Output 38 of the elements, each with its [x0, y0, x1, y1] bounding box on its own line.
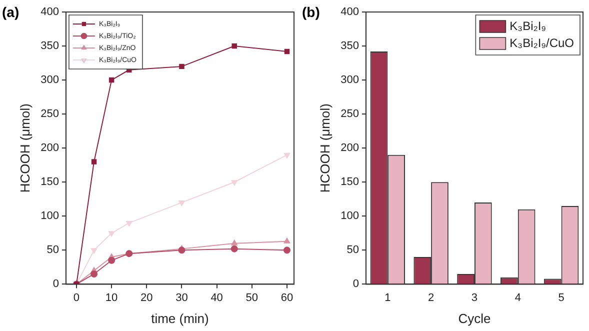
- y-tick-label: 100: [340, 210, 359, 222]
- y-tick-label: 0: [52, 278, 59, 290]
- x-tick-label: 10: [105, 292, 118, 304]
- y-axis-title: HCOOH (μmol): [317, 104, 332, 193]
- x-tick-label: 3: [471, 292, 478, 304]
- y-tick-label: 250: [340, 108, 359, 120]
- x-tick-label: 30: [176, 292, 188, 304]
- y-tick-label: 200: [340, 142, 359, 154]
- y-tick-label: 300: [340, 74, 359, 86]
- y-tick-label: 350: [40, 40, 59, 52]
- text: (a): [2, 4, 20, 20]
- y-tick-label: 150: [340, 176, 359, 188]
- x-tick-label: 50: [246, 292, 258, 304]
- y-tick-label: 350: [340, 40, 359, 52]
- x-tick-label: 4: [514, 292, 521, 304]
- x-axis-title: time (min): [151, 310, 209, 326]
- y-tick-label: 150: [40, 176, 59, 188]
- x-tick-label: 0: [73, 292, 80, 304]
- y-tick-label: 400: [340, 6, 359, 18]
- legend-label: K₃Bi₂I₉: [510, 18, 546, 33]
- y-tick-label: 250: [40, 108, 59, 120]
- y-tick-label: 100: [40, 210, 59, 222]
- y-axis-title: HCOOH (μmol): [17, 104, 32, 193]
- x-axis-title: Cycle: [458, 310, 491, 326]
- x-tick-label: 20: [140, 292, 153, 304]
- x-tick-label: 2: [428, 292, 434, 304]
- y-tick-label: 0: [352, 278, 359, 290]
- x-tick-label: 1: [384, 292, 391, 304]
- x-tick-label: 60: [280, 292, 294, 304]
- y-tick-label: 400: [40, 6, 59, 18]
- x-tick-label: 40: [210, 292, 223, 304]
- y-tick-label: 200: [40, 142, 59, 154]
- x-tick-label: 5: [558, 292, 564, 304]
- y-tick-label: 50: [46, 244, 59, 256]
- text: (b): [302, 4, 320, 20]
- y-tick-label: 300: [40, 74, 59, 86]
- legend-label: K₃Bi₂I₉/CuO: [510, 36, 574, 50]
- y-tick-label: 50: [346, 244, 359, 256]
